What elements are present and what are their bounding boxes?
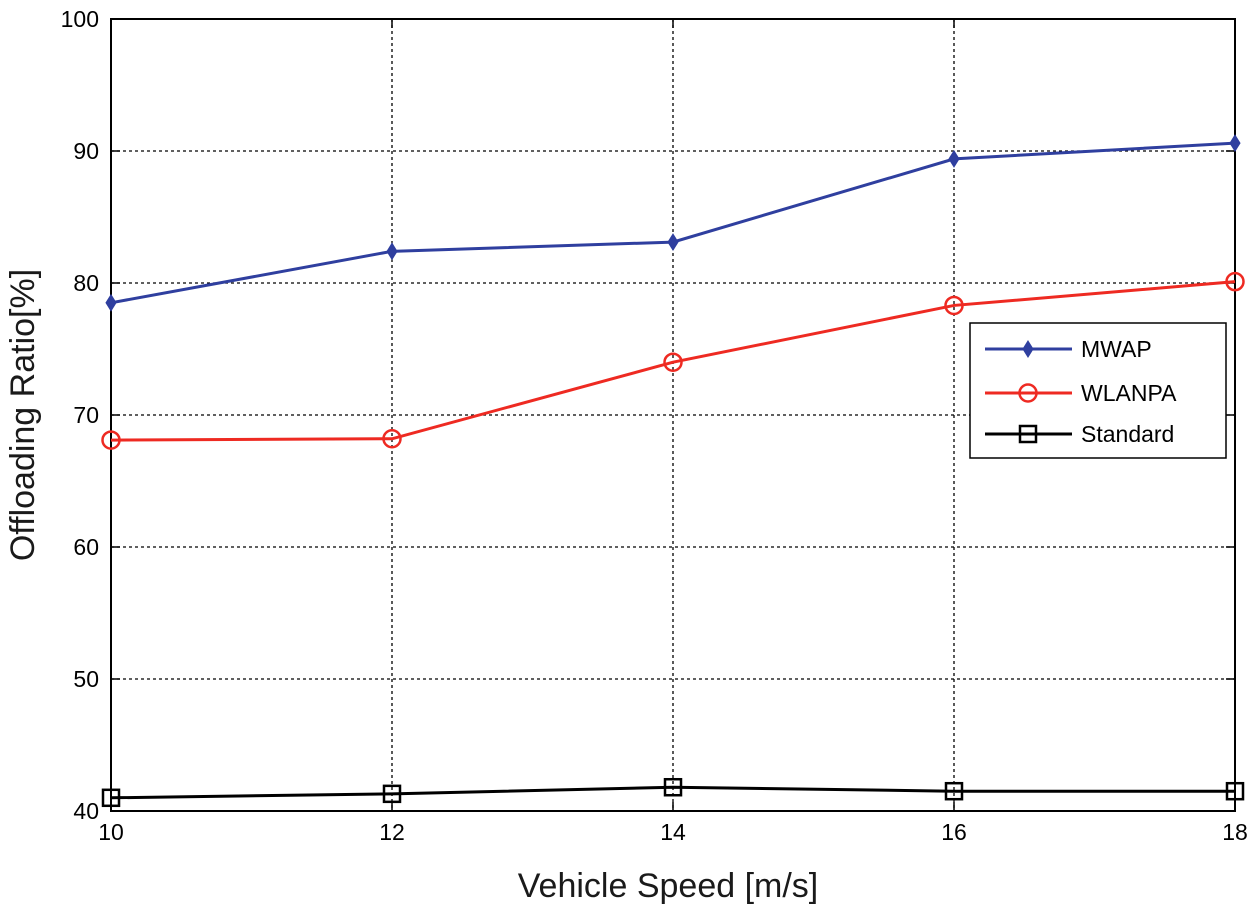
y-tick-label: 80: [73, 270, 99, 296]
data-point-standard: [101, 788, 121, 808]
y-tick-label: 90: [73, 138, 99, 164]
y-tick-label: 50: [73, 666, 99, 692]
legend-item-wlanpa: WLANPA: [985, 380, 1177, 406]
x-tick-label: 12: [379, 819, 405, 845]
data-point-standard: [663, 777, 683, 797]
x-axis-title: Vehicle Speed [m/s]: [518, 867, 819, 905]
data-point-wlanpa: [382, 429, 402, 449]
series-standard: [101, 777, 1245, 808]
legend-item-standard: Standard: [985, 421, 1174, 447]
legend-item-mwap: MWAP: [985, 336, 1152, 362]
data-point-mwap: [948, 149, 960, 168]
data-point-mwap: [105, 293, 117, 312]
data-point-mwap: [1229, 134, 1241, 153]
data-point-wlanpa: [1225, 271, 1245, 292]
legend-label-standard: Standard: [1081, 421, 1174, 447]
y-tick-label: 70: [73, 402, 99, 428]
x-tick-label: 18: [1222, 819, 1248, 845]
series-wlanpa: [101, 271, 1245, 450]
data-point-mwap: [667, 233, 679, 252]
y-tick-label: 60: [73, 534, 99, 560]
axis-ticks: 10 12 14 16 18 40 50 60 70 80 90 100: [61, 6, 1248, 845]
data-point-wlanpa: [944, 295, 964, 316]
y-tick-label: 40: [73, 798, 99, 824]
legend-marker-standard: [1018, 424, 1038, 444]
series-line-wlanpa: [110, 280, 1236, 442]
legend-marker-mwap: [1022, 340, 1034, 358]
series-line-standard: [110, 785, 1235, 800]
legend-marker-wlanpa: [1018, 383, 1038, 403]
data-point-standard: [944, 781, 964, 801]
legend: MWAP WLANPA Standard: [969, 322, 1227, 459]
legend-label-wlanpa: WLANPA: [1081, 380, 1177, 406]
x-tick-label: 16: [941, 819, 967, 845]
data-point-standard: [382, 784, 402, 804]
legend-label-mwap: MWAP: [1081, 336, 1152, 362]
data-point-wlanpa: [101, 430, 121, 450]
y-axis-title: Offloading Ratio[%]: [4, 269, 42, 561]
x-tick-label: 10: [98, 819, 124, 845]
data-point-wlanpa: [663, 352, 683, 372]
data-point-standard: [1225, 781, 1245, 801]
series-mwap: [105, 134, 1241, 312]
y-tick-label: 100: [61, 6, 99, 32]
x-tick-label: 14: [660, 819, 686, 845]
series-group: [101, 134, 1245, 808]
data-point-mwap: [386, 242, 398, 261]
